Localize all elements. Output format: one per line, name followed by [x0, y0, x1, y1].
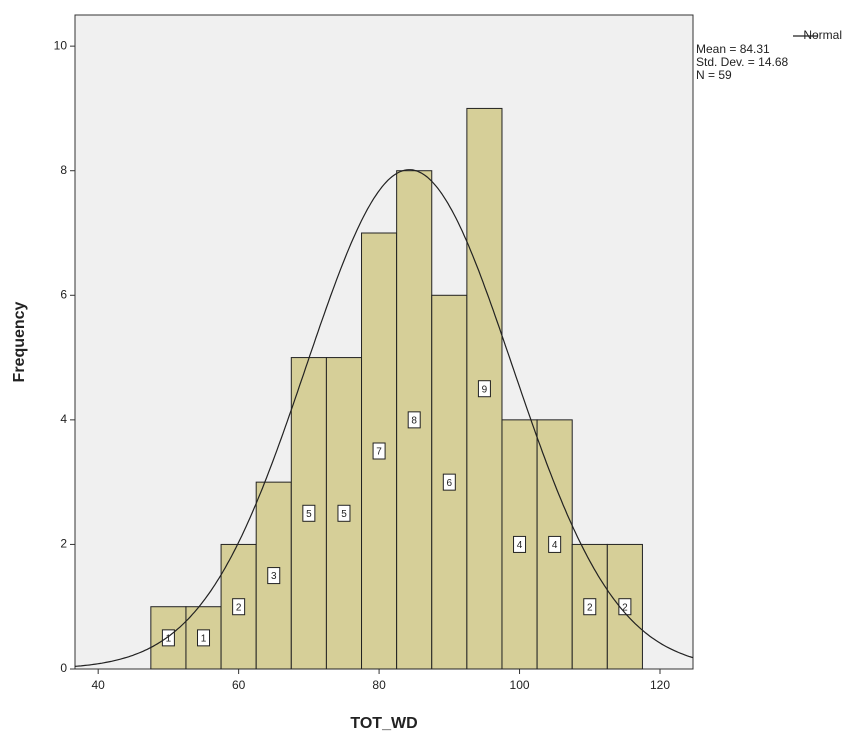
value-label-box: [407, 411, 421, 429]
value-label: 2: [622, 602, 628, 613]
value-label: 5: [341, 509, 347, 520]
value-label: 5: [306, 509, 312, 520]
y-tick-label: 2: [60, 537, 67, 551]
value-label-box: [372, 442, 386, 460]
x-tick-label: 100: [510, 678, 530, 692]
bar: [325, 357, 363, 670]
value-label: 1: [166, 633, 172, 644]
legend-n: N = 59: [696, 68, 732, 82]
y-tick-label: 6: [60, 287, 67, 301]
value-label-box: [302, 504, 316, 522]
x-tick-label: 60: [232, 678, 246, 692]
value-label-box: [337, 504, 351, 522]
value-label-box: [618, 598, 632, 616]
value-label-box: [267, 567, 281, 585]
normal-curve: [74, 169, 694, 667]
x-axis-label: TOT_WD: [350, 715, 417, 732]
value-label: 7: [376, 447, 382, 458]
value-label: 9: [482, 384, 488, 395]
value-label: 3: [271, 571, 277, 582]
value-label-box: [442, 473, 456, 491]
value-label-box: [477, 380, 491, 398]
legend-label: Normal: [803, 28, 842, 42]
x-tick-label: 40: [91, 678, 105, 692]
value-label-box: [232, 598, 246, 616]
value-label: 2: [587, 602, 593, 613]
value-label: 8: [411, 415, 417, 426]
x-tick-label: 120: [650, 678, 670, 692]
value-label-box: [513, 535, 527, 553]
value-label: 6: [447, 478, 453, 489]
value-label-box: [583, 598, 597, 616]
legend-sd: Std. Dev. = 14.68: [696, 55, 788, 69]
y-tick-label: 10: [54, 38, 68, 52]
y-axis-label: Frequency: [11, 301, 28, 382]
value-label: 4: [552, 540, 558, 551]
value-label-box: [548, 535, 562, 553]
value-label: 2: [236, 602, 242, 613]
y-tick-label: 4: [60, 412, 67, 426]
value-label: 4: [517, 540, 523, 551]
legend-mean: Mean = 84.31: [696, 42, 770, 56]
y-tick-label: 8: [60, 163, 67, 177]
y-tick-label: 0: [60, 661, 67, 675]
value-label-box: [197, 629, 211, 647]
x-tick-label: 80: [372, 678, 386, 692]
value-label: 1: [201, 633, 207, 644]
